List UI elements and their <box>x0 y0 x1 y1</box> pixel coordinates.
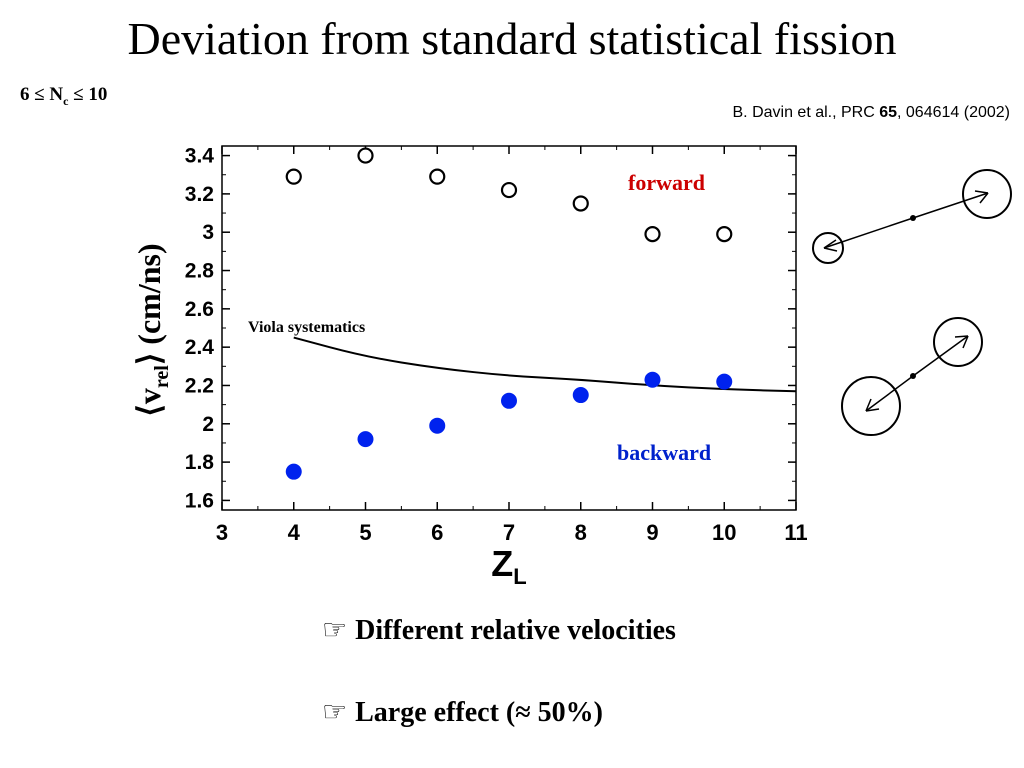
backward-data-point <box>572 387 589 404</box>
condition-suffix: ≤ 10 <box>68 84 108 105</box>
x-tick-label: 8 <box>575 520 587 545</box>
fragment-circle <box>933 317 983 367</box>
x-tick-label: 4 <box>288 520 301 545</box>
x-tick-label: 10 <box>712 520 736 545</box>
backward-data-point <box>357 431 374 448</box>
arrow-head-icon <box>823 239 838 252</box>
citation-prefix: B. Davin et al., PRC <box>732 104 880 121</box>
fragment-circle <box>962 169 1012 219</box>
neutron-condition: 6 ≤ Nc ≤ 10 <box>20 84 107 109</box>
x-tick-label: 11 <box>784 520 807 545</box>
y-tick-label: 1.8 <box>185 451 215 474</box>
viola-systematics-line <box>293 336 797 393</box>
citation-volume: 65 <box>879 104 898 121</box>
y-tick-label: 2 <box>202 413 214 436</box>
condition-sub: c <box>63 93 69 108</box>
forward-data-point <box>357 147 374 164</box>
x-tick-labels: 3 4 5 6 7 8 9 10 11 <box>216 520 808 545</box>
condition-prefix: 6 ≤ N <box>20 84 64 105</box>
backward-data-point <box>429 417 446 434</box>
y-tick-label: 3 <box>202 221 214 244</box>
x-tick-label: 7 <box>503 520 515 545</box>
backward-label: backward <box>617 440 711 465</box>
forward-data-point <box>429 168 446 185</box>
arrow-head-icon <box>974 190 989 204</box>
y-tick-label: 3.2 <box>185 183 214 206</box>
slide-title: Deviation from standard statistical fiss… <box>127 13 897 64</box>
x-tick-label: 3 <box>216 520 228 545</box>
backward-series <box>285 371 733 480</box>
forward-data-point <box>572 195 589 212</box>
pointing-hand-icon: ☞ <box>322 615 348 646</box>
citation-suffix: , 064614 (2002) <box>897 104 1010 121</box>
citation: B. Davin et al., PRC 65, 064614 (2002) <box>733 104 1011 122</box>
x-tick-label: 9 <box>646 520 658 545</box>
arrow-head-icon <box>865 398 880 412</box>
forward-data-point <box>500 181 518 199</box>
fragment-circle <box>812 232 844 264</box>
y-tick-label: 2.8 <box>185 260 215 283</box>
backward-data-point <box>644 371 661 388</box>
velocity-arrow-line <box>865 375 914 412</box>
forward-data-point <box>644 226 661 243</box>
y-tick-label: 1.6 <box>185 489 214 512</box>
velocity-arrow-line <box>823 217 914 249</box>
forward-emission-diagram <box>812 169 1012 264</box>
arrow-head-icon <box>954 335 969 349</box>
y-tick-label: 2.2 <box>185 374 214 397</box>
bullet-item: ☞ Large effect (≈ 50%) <box>322 695 603 729</box>
center-of-mass-dot <box>910 373 916 379</box>
y-axis-title: ⟨vrel⟩ (cm/ns) <box>131 243 173 416</box>
backward-emission-diagram <box>841 317 983 436</box>
pointing-hand-icon: ☞ <box>322 697 348 728</box>
fragment-circle <box>841 376 901 436</box>
backward-data-point <box>285 463 302 480</box>
x-tick-label: 5 <box>359 520 371 545</box>
bullet-text: Different relative velocities <box>355 615 676 646</box>
forward-data-point <box>285 168 302 185</box>
x-axis-title: ZL <box>491 543 526 589</box>
y-tick-label: 3.4 <box>185 145 215 168</box>
backward-data-point <box>501 392 517 409</box>
bullet-text: Large effect (≈ 50%) <box>355 697 603 728</box>
axis-ticks <box>221 146 797 510</box>
viola-label: Viola systematics <box>248 319 365 336</box>
y-tick-labels: 1.6 1.8 2 2.2 2.4 2.6 2.8 3 3.2 3.4 <box>185 145 215 513</box>
x-tick-label: 6 <box>431 520 443 545</box>
forward-series <box>285 147 733 243</box>
velocity-arrow-line <box>912 335 969 377</box>
forward-data-point <box>716 226 733 243</box>
velocity-arrow-line <box>912 192 989 219</box>
y-tick-label: 2.4 <box>185 336 215 359</box>
y-tick-label: 2.6 <box>185 298 214 321</box>
backward-data-point <box>716 373 733 390</box>
bullet-item: ☞ Different relative velocities <box>322 613 676 647</box>
center-of-mass-dot <box>910 215 916 221</box>
forward-label: forward <box>628 170 705 195</box>
